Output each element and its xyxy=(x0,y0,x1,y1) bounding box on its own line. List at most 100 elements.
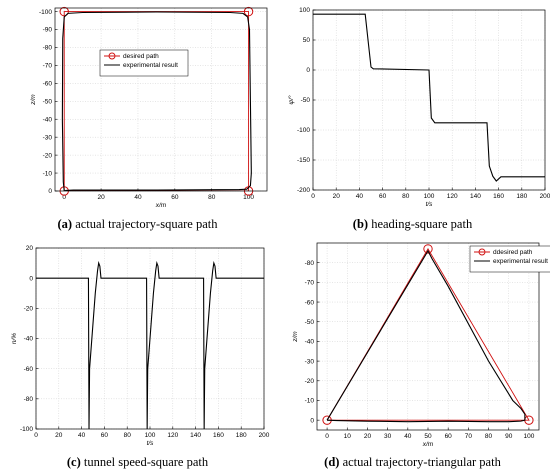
x-tick-label-b-6: 120 xyxy=(447,193,458,200)
x-tick-label-d-5: 50 xyxy=(424,433,432,440)
series-line-c-0 xyxy=(36,260,264,429)
caption-d-text: actual trajectory-triangular path xyxy=(339,455,501,469)
y-tick-label-d-5: -50 xyxy=(305,319,315,326)
y-tick-label-c-3: -40 xyxy=(24,336,34,343)
figure-b: 0 20 40 60 80 100 120 140 160 180 200 100 50 0 -50 -100… xyxy=(275,0,550,238)
y-tick-label-a-10: -100 xyxy=(39,9,52,16)
series-line-b-0 xyxy=(313,13,545,182)
y-tick-label-d-1: -10 xyxy=(305,398,315,405)
y-axis-label-d: z/m xyxy=(292,331,299,343)
chart-d-svg: 0 10 20 30 40 50 60 70 80 90 100 0 -10 -20 -30 -40 -50 -6… xyxy=(292,242,550,448)
y-tick-label-a-6: -60 xyxy=(43,81,53,88)
plot-frame-d xyxy=(316,242,540,431)
legend-marker-a-0 xyxy=(108,52,116,60)
x-tick-label-d-10: 100 xyxy=(523,433,534,440)
y-tick-label-a-4: -40 xyxy=(43,116,53,123)
y-tick-label-c-4: -60 xyxy=(24,366,34,373)
y-tick-label-d-2: -20 xyxy=(305,378,315,385)
x-tick-label-a-4: 80 xyxy=(208,194,216,201)
y-axis-label-c: n/% xyxy=(11,333,18,344)
figure-a: 0 20 40 60 80 100 0 -10 -20 -30 -40 -50 -60 -70 -80 -90… xyxy=(0,0,275,238)
x-tick-label-b-3: 60 xyxy=(379,193,387,200)
caption-a: (a) actual trajectory-square path xyxy=(0,217,275,235)
x-tick-label-c-9: 180 xyxy=(236,432,247,439)
caption-d: (d) actual trajectory-triangular path xyxy=(275,455,550,473)
legend-label-d-1: experimental result xyxy=(493,258,548,265)
caption-b: (b) heading-square path xyxy=(275,217,550,235)
caption-c-letter: (c) xyxy=(66,455,81,469)
x-axis-label-a: x/m xyxy=(155,202,167,209)
x-axis-label-d: x/m xyxy=(422,441,434,448)
x-tick-label-d-8: 80 xyxy=(485,433,493,440)
y-tick-label-a-0: 0 xyxy=(48,188,52,195)
y-tick-label-c-0: 20 xyxy=(26,245,34,252)
caption-a-letter: (a) xyxy=(57,217,73,231)
plot-frame-b xyxy=(312,9,546,191)
x-tick-label-b-5: 100 xyxy=(424,193,435,200)
series-line-a-0 xyxy=(63,11,250,191)
legend-label-a-1: experimental result xyxy=(123,62,178,69)
x-tick-label-d-4: 40 xyxy=(404,433,412,440)
plot-frame-a xyxy=(54,7,268,192)
x-tick-label-d-3: 30 xyxy=(384,433,392,440)
x-tick-label-a-0: 0 xyxy=(62,194,66,201)
x-tick-label-b-10: 200 xyxy=(540,193,550,200)
y-tick-label-a-8: -80 xyxy=(43,45,53,52)
x-tick-label-d-9: 90 xyxy=(505,433,513,440)
y-tick-label-c-6: -100 xyxy=(20,426,33,433)
caption-b-text: heading-square path xyxy=(368,217,473,231)
plot-frame-c xyxy=(35,247,265,430)
y-tick-label-d-6: -60 xyxy=(305,299,315,306)
y-tick-label-c-5: -80 xyxy=(24,396,34,403)
x-tick-label-b-7: 140 xyxy=(470,193,481,200)
y-tick-label-b-3: -50 xyxy=(301,97,311,104)
x-tick-label-a-5: 100 xyxy=(243,194,254,201)
x-tick-label-c-0: 0 xyxy=(34,432,38,439)
chart-c-svg: 0 20 40 60 80 100 120 140 160 180 200200-20-40-60-… xyxy=(11,245,270,447)
y-tick-label-c-2: -20 xyxy=(24,306,34,313)
y-tick-label-b-5: -150 xyxy=(297,157,310,164)
x-tick-label-c-8: 160 xyxy=(213,432,224,439)
y-tick-label-b-4: -100 xyxy=(297,127,310,134)
plot-area-a xyxy=(55,8,267,191)
x-tick-label-a-1: 20 xyxy=(97,194,105,201)
y-tick-label-a-7: -70 xyxy=(43,63,53,70)
caption-b-letter: (b) xyxy=(352,217,369,231)
caption-a-text: actual trajectory-square path xyxy=(72,217,218,231)
x-tick-label-a-2: 40 xyxy=(134,194,142,201)
legend-label-a-0: desired path xyxy=(123,53,159,60)
x-tick-label-b-9: 180 xyxy=(516,193,527,200)
x-tick-label-d-0: 0 xyxy=(325,433,329,440)
x-tick-label-b-4: 80 xyxy=(402,193,410,200)
x-tick-label-d-6: 60 xyxy=(445,433,453,440)
x-tick-label-c-7: 140 xyxy=(190,432,201,439)
figure-c: 0 20 40 60 80 100 120 140 160 180 200 20 0 -20 -40 -60-… xyxy=(0,238,275,476)
y-tick-label-c-1: 0 xyxy=(29,275,33,282)
y-tick-label-b-2: 0 xyxy=(306,67,310,74)
y-tick-label-d-3: -30 xyxy=(305,358,315,365)
y-tick-label-a-5: -50 xyxy=(43,98,53,105)
x-tick-label-b-1: 20 xyxy=(333,193,341,200)
chart-b-svg: 0 20 40 60 80 100 120 140 160 180 200 100 50 0 -50 -100… xyxy=(287,7,550,208)
series-line-a-1 xyxy=(61,11,252,191)
x-tick-label-d-2: 20 xyxy=(364,433,372,440)
series-line-d-1 xyxy=(326,249,526,423)
y-tick-label-b-6: -200 xyxy=(297,187,310,194)
y-axis-label-a: z/m xyxy=(30,94,37,106)
caption-c: (c) tunnel speed-square path xyxy=(0,455,275,473)
y-tick-label-a-2: -20 xyxy=(43,152,53,159)
x-tick-label-c-1: 20 xyxy=(55,432,63,439)
x-tick-label-c-3: 60 xyxy=(101,432,109,439)
y-tick-label-d-0: 0 xyxy=(310,417,314,424)
x-tick-label-c-6: 120 xyxy=(167,432,178,439)
x-tick-label-b-2: 40 xyxy=(356,193,364,200)
legend-label-d-0: ddesired path xyxy=(493,249,533,256)
caption-c-text: tunnel speed-square path xyxy=(80,455,209,469)
x-tick-label-a-3: 60 xyxy=(171,194,179,201)
y-axis-label-b: ψ/° xyxy=(287,95,295,105)
marker-d-0-1 xyxy=(423,244,433,254)
x-tick-label-b-0: 0 xyxy=(311,193,315,200)
y-tick-label-a-1: -10 xyxy=(43,170,53,177)
x-tick-label-c-5: 100 xyxy=(145,432,156,439)
y-tick-label-a-3: -30 xyxy=(43,134,53,141)
